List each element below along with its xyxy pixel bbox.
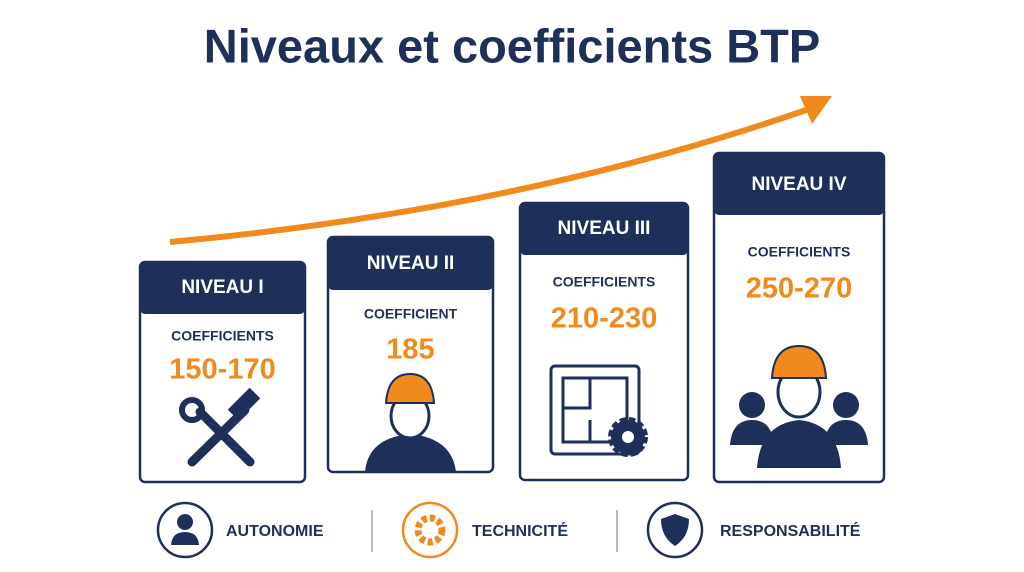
card-header (328, 237, 493, 290)
blueprint-icon (549, 364, 648, 457)
team-icon (730, 344, 868, 468)
footer: AUTONOMIE TECHNICITÉ RESPONSABILITÉ (156, 501, 861, 559)
footer-label: AUTONOMIE (226, 523, 324, 540)
title: Niveaux et coefficients BTP (204, 19, 820, 72)
technicity-icon (401, 501, 459, 559)
person-head (177, 514, 193, 530)
level-value: 185 (386, 334, 434, 366)
level-value: 250-270 (746, 273, 852, 305)
level-card: NIVEAU IV COEFFICIENTS 250-270 (712, 151, 886, 484)
level-heading: NIVEAU II (367, 253, 455, 274)
gear (414, 514, 446, 546)
level-card: NIVEAU III COEFFICIENTS 210-230 (518, 201, 690, 482)
person-body (171, 532, 199, 545)
worker-icon (365, 372, 456, 472)
level-value: 150-170 (169, 354, 275, 386)
level-heading: NIVEAU I (181, 277, 263, 298)
level-label: COEFFICIENTS (748, 244, 851, 260)
level-card: NIVEAU II COEFFICIENT 185 (326, 235, 495, 474)
arrow-head (800, 96, 832, 124)
tools-icon (179, 387, 261, 467)
level-label: COEFFICIENTS (171, 328, 274, 344)
level-card: NIVEAU I COEFFICIENTS 150-170 (138, 260, 307, 484)
level-label: COEFFICIENTS (553, 274, 656, 290)
footer-label: TECHNICITÉ (472, 521, 568, 540)
card-header (714, 153, 884, 215)
level-heading: NIVEAU III (558, 218, 651, 239)
card-header (520, 203, 688, 255)
shield (661, 514, 689, 546)
card-header (140, 262, 305, 314)
level-value: 210-230 (551, 303, 657, 335)
progress-arrow (169, 105, 813, 245)
footer-label: RESPONSABILITÉ (720, 521, 861, 540)
level-heading: NIVEAU IV (751, 174, 846, 195)
level-label: COEFFICIENT (364, 306, 458, 322)
